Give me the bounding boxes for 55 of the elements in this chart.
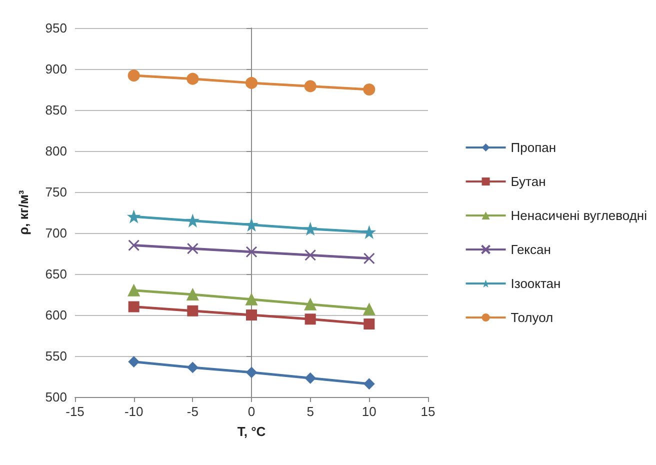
point: [187, 305, 198, 316]
y-tick-label: 750: [45, 184, 67, 200]
point: [246, 76, 258, 89]
point: [128, 301, 140, 312]
point: [363, 252, 375, 264]
point: [186, 288, 199, 300]
point: [246, 293, 258, 306]
legend-label: Толуол: [510, 310, 554, 325]
x-tick-label: 10: [362, 404, 376, 419]
legend-label: Бутан: [510, 174, 546, 189]
point: [304, 80, 316, 92]
x-tick-label: 5: [306, 404, 314, 419]
y-tick-label: 600: [45, 308, 67, 322]
y-tick-label: 550: [45, 348, 67, 364]
point: [246, 366, 257, 378]
x-tick-label: 15: [420, 404, 436, 419]
point: [304, 314, 316, 325]
y-tick-label: 850: [45, 102, 67, 118]
point: [364, 318, 375, 330]
x-tick-label: 0: [248, 404, 256, 419]
y-tick-label: 700: [45, 226, 67, 240]
point: [304, 298, 316, 310]
point: [186, 72, 199, 85]
y-tick-label: 950: [45, 20, 67, 36]
legend-label: Гексан: [510, 242, 551, 257]
point: [363, 303, 376, 316]
point: [128, 240, 140, 252]
y-axis-title: ρ, кг/м³: [16, 189, 31, 235]
point: [304, 222, 316, 235]
y-tick-label: 900: [45, 62, 67, 76]
point: [187, 362, 198, 373]
legend-label: Ізооктан: [510, 276, 561, 291]
point: [304, 249, 316, 261]
point: [246, 310, 257, 320]
point: [364, 378, 375, 390]
legend-label: Пропан: [510, 140, 556, 155]
point: [246, 218, 258, 231]
x-tick-label: -10: [124, 404, 144, 419]
point: [186, 214, 199, 227]
x-axis-title: T, °C: [237, 424, 266, 439]
y-tick-label: 500: [45, 390, 67, 404]
point: [128, 70, 140, 82]
point: [186, 242, 198, 254]
point: [363, 84, 376, 96]
point: [128, 284, 140, 296]
point: [128, 210, 140, 223]
point: [304, 372, 316, 384]
point: [128, 356, 140, 368]
y-tick-label: 800: [45, 144, 67, 158]
y-tick-label: 650: [45, 266, 67, 282]
x-tick-label: -5: [186, 404, 198, 419]
legend-label: Ненасичені вуглеводні: [510, 208, 648, 223]
point: [246, 246, 258, 258]
point: [363, 226, 376, 238]
x-tick-label: -15: [66, 404, 84, 419]
